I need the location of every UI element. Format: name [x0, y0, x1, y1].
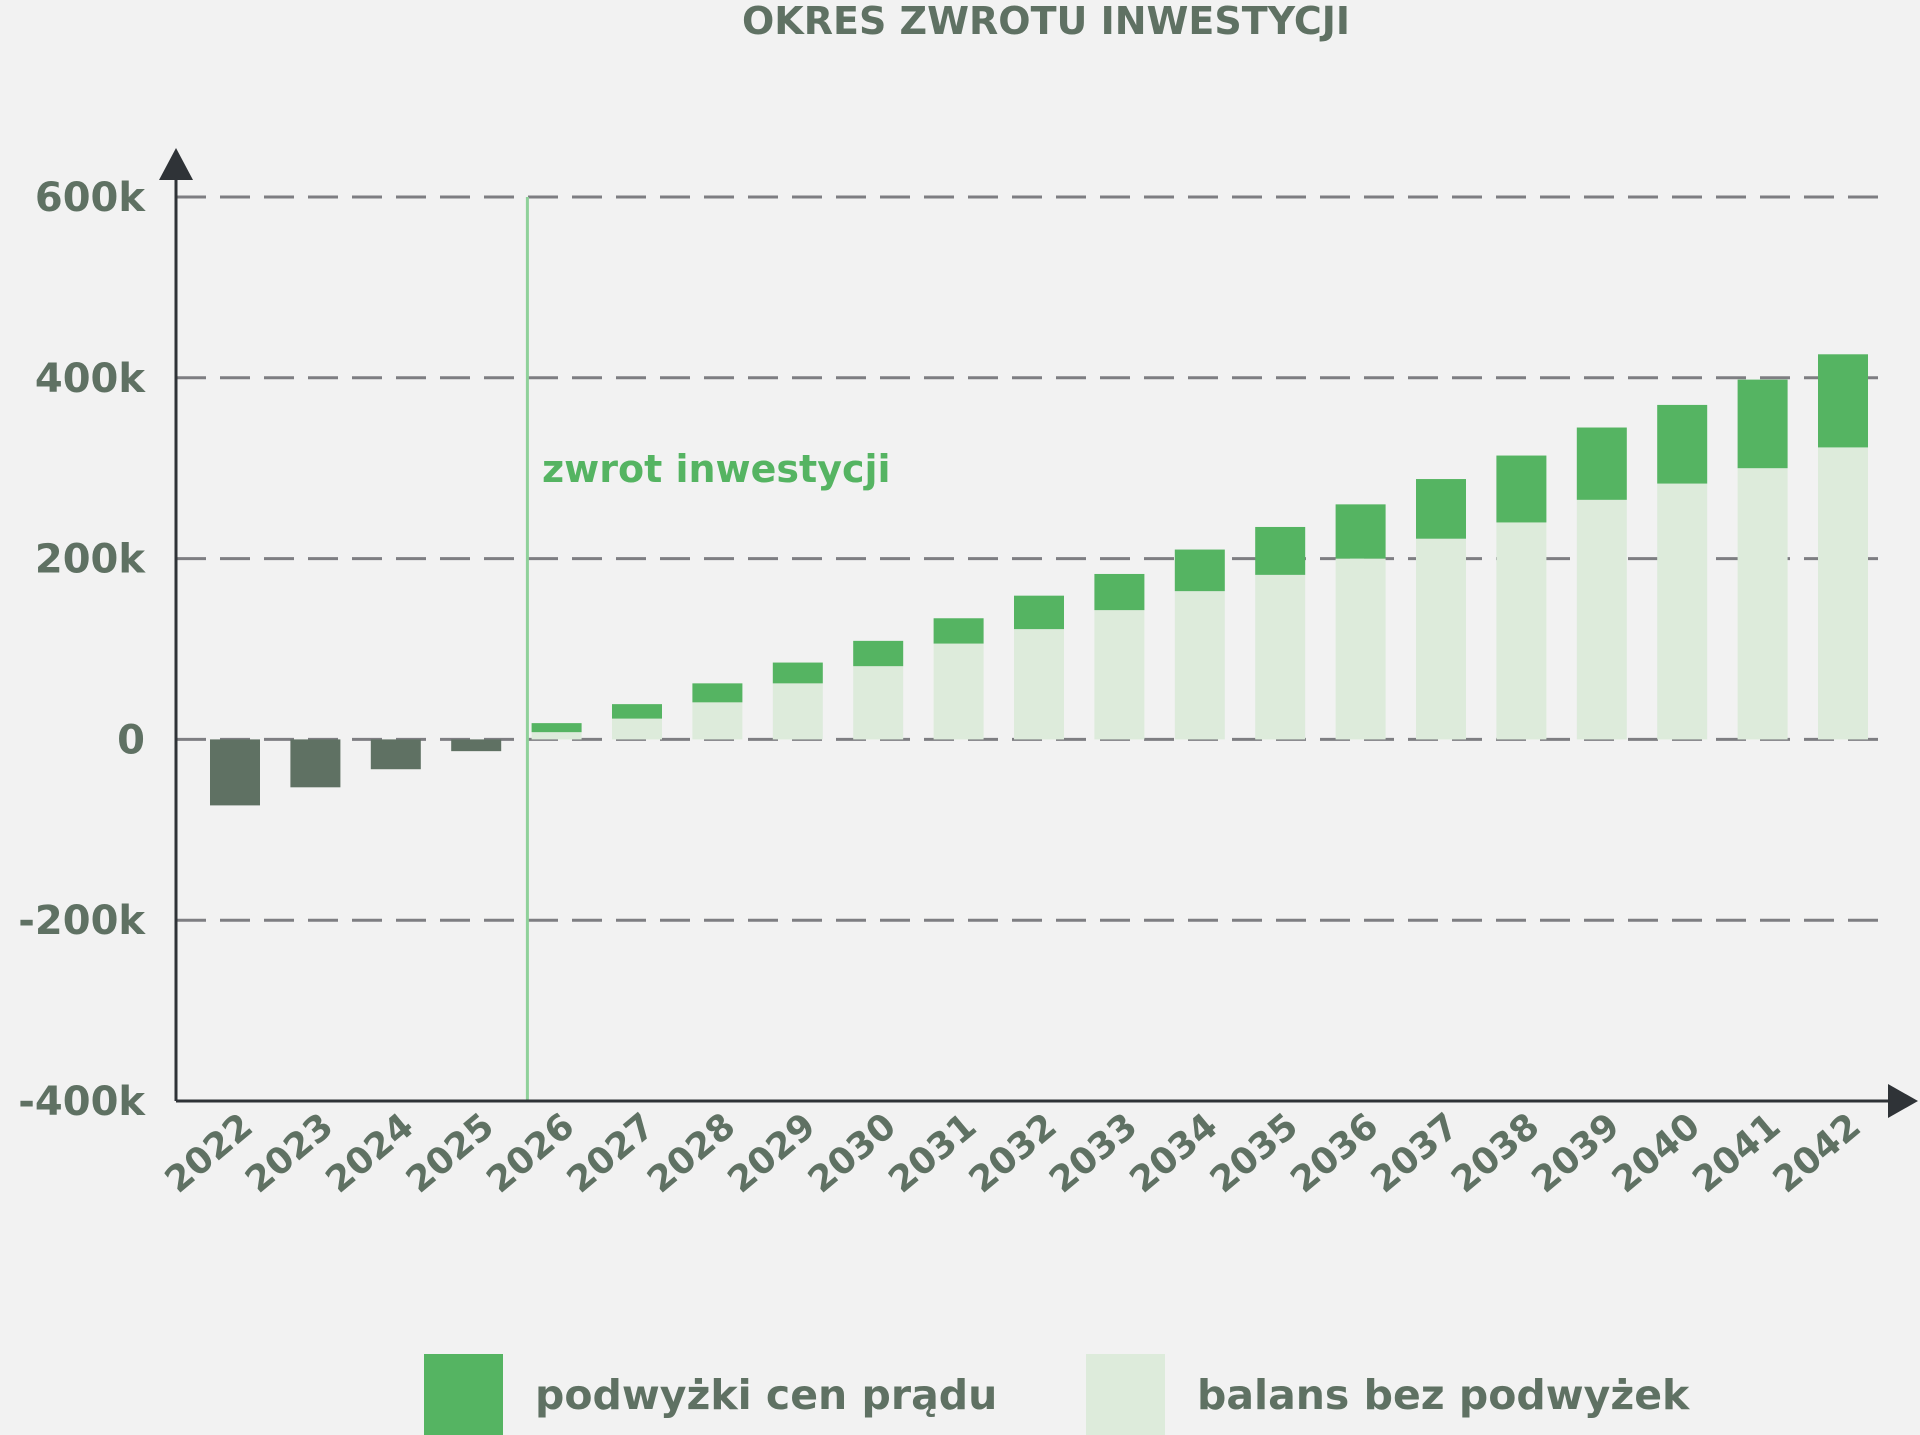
x-tick-label: 2023	[238, 1105, 341, 1201]
x-tick-label: 2025	[399, 1105, 502, 1201]
bar-balance-2035	[1255, 574, 1306, 740]
x-tick-label: 2024	[318, 1105, 421, 1201]
bar-increase-2026	[531, 723, 582, 733]
axes	[159, 148, 1918, 1118]
bar-increase-2033	[1094, 573, 1145, 611]
x-tick-label: 2033	[1042, 1105, 1145, 1201]
bar-balance-2029	[772, 683, 823, 740]
bar-increase-2030	[853, 640, 904, 667]
legend-swatch-price-increase	[424, 1354, 503, 1435]
y-tick-label: 400k	[35, 356, 146, 402]
bar-increase-2038	[1496, 455, 1547, 523]
x-tick-label: 2032	[962, 1105, 1065, 1201]
bar-increase-2027	[612, 704, 662, 719]
bar-balance-2038	[1496, 522, 1547, 740]
x-tick-label: 2036	[1283, 1105, 1386, 1201]
bar-balance-2037	[1416, 538, 1466, 740]
bar-balance-2036	[1335, 558, 1386, 740]
y-tick-label: 200k	[35, 537, 146, 583]
x-tick-label: 2035	[1203, 1105, 1306, 1201]
x-tick-label: 2040	[1605, 1105, 1708, 1201]
y-axis-arrow-icon	[159, 148, 193, 180]
x-tick-label: 2037	[1364, 1105, 1467, 1201]
bar-balance-2033	[1094, 610, 1145, 740]
bar-increase-2042	[1818, 354, 1868, 448]
bar-increase-2031	[933, 618, 984, 644]
bar-balance-2041	[1737, 468, 1788, 740]
x-tick-label: 2029	[720, 1105, 823, 1201]
bar-balance-2031	[933, 643, 984, 740]
bar-negative-2025	[451, 739, 502, 752]
bar-increase-2029	[772, 662, 823, 684]
payback-annotation: zwrot inwestycji	[542, 447, 891, 491]
bar-balance-2028	[692, 702, 743, 740]
bar-balance-2027	[612, 718, 662, 740]
bar-increase-2039	[1576, 427, 1627, 500]
bar-negative-2022	[210, 739, 260, 806]
bar-negative-2023	[290, 739, 341, 788]
bar-increase-2040	[1657, 404, 1708, 484]
x-tick-label: 2028	[640, 1105, 743, 1201]
bar-balance-2032	[1014, 629, 1064, 740]
x-tick-label: 2041	[1685, 1105, 1788, 1201]
legend-item-balance: balans bez podwyżek	[1086, 1354, 1689, 1435]
bar-balance-2040	[1657, 483, 1708, 740]
legend-label-price-increase: podwyżki cen prądu	[535, 1370, 998, 1419]
bar-increase-2037	[1416, 479, 1466, 539]
y-tick-label: -200k	[18, 898, 146, 944]
bar-increase-2035	[1255, 526, 1306, 575]
y-tick-label: 600k	[35, 175, 146, 221]
bars	[210, 354, 1868, 806]
bar-balance-2042	[1818, 447, 1868, 740]
legend-swatch-balance	[1086, 1354, 1165, 1435]
x-tick-label: 2022	[158, 1105, 261, 1201]
x-tick-label: 2034	[1122, 1105, 1225, 1201]
y-tick-label: -400k	[18, 1079, 146, 1125]
bar-increase-2041	[1737, 379, 1788, 469]
bar-balance-2030	[853, 666, 904, 740]
bar-increase-2034	[1174, 549, 1225, 592]
bar-negative-2024	[370, 739, 421, 770]
bar-balance-2034	[1174, 591, 1225, 740]
x-tick-label: 2030	[801, 1105, 904, 1201]
x-tick-label: 2031	[881, 1105, 984, 1201]
y-tick-label: 0	[117, 717, 145, 763]
x-tick-label: 2039	[1524, 1105, 1627, 1201]
bar-balance-2026	[531, 732, 582, 740]
legend-label-balance: balans bez podwyżek	[1197, 1370, 1690, 1419]
bar-increase-2028	[692, 683, 743, 703]
chart-title: OKRES ZWROTU INWESTYCJI	[742, 0, 1350, 43]
x-axis-arrow-icon	[1888, 1084, 1918, 1118]
x-tick-label: 2042	[1766, 1105, 1869, 1201]
x-tick-label: 2027	[560, 1105, 663, 1201]
bar-balance-2039	[1576, 499, 1627, 740]
bar-increase-2036	[1335, 504, 1386, 559]
x-tick-label: 2038	[1444, 1105, 1547, 1201]
bar-increase-2032	[1014, 595, 1064, 630]
legend-item-price-increase: podwyżki cen prądu	[424, 1354, 997, 1435]
legend: podwyżki cen prądu balans bez podwyżek	[0, 1354, 1920, 1435]
x-tick-label: 2026	[479, 1105, 582, 1201]
